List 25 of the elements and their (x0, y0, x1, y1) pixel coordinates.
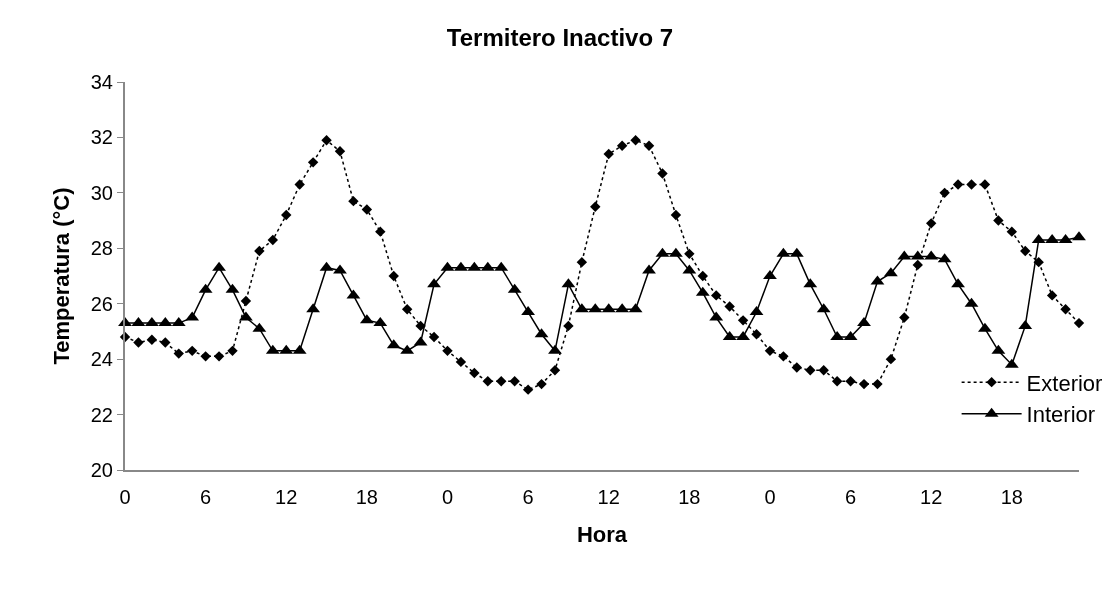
x-tick-label: 0 (119, 486, 131, 508)
x-tick-label: 6 (845, 486, 857, 508)
chart-title: Termitero Inactivo 7 (446, 24, 674, 52)
y-axis-title: Temperatura (°C) (49, 187, 75, 365)
y-tick-label: 30 (90, 181, 113, 204)
x-tick-label: 12 (920, 486, 943, 508)
y-tick-label: 34 (90, 71, 113, 93)
y-tick-label: 20 (90, 459, 113, 481)
x-tick-label: 18 (678, 486, 701, 508)
y-tick-label: 26 (90, 292, 113, 315)
y-tick-label: 22 (90, 403, 113, 426)
legend-label: Exterior (1026, 370, 1103, 396)
x-tick-label: 6 (200, 486, 212, 508)
x-tick-label: 18 (355, 486, 378, 508)
y-tick-label: 28 (90, 237, 113, 260)
x-tick-label: 12 (597, 486, 620, 508)
legend-label: Interior (1026, 402, 1096, 428)
x-tick-label: 18 (1000, 486, 1023, 508)
y-tick-label: 32 (90, 126, 113, 149)
y-tick-label: 24 (90, 348, 113, 371)
x-tick-label: 0 (441, 486, 454, 508)
x-tick-label: 6 (522, 486, 534, 508)
x-axis-title: Hora (576, 522, 628, 548)
x-tick-label: 0 (764, 486, 776, 508)
x-tick-label: 12 (275, 486, 298, 508)
